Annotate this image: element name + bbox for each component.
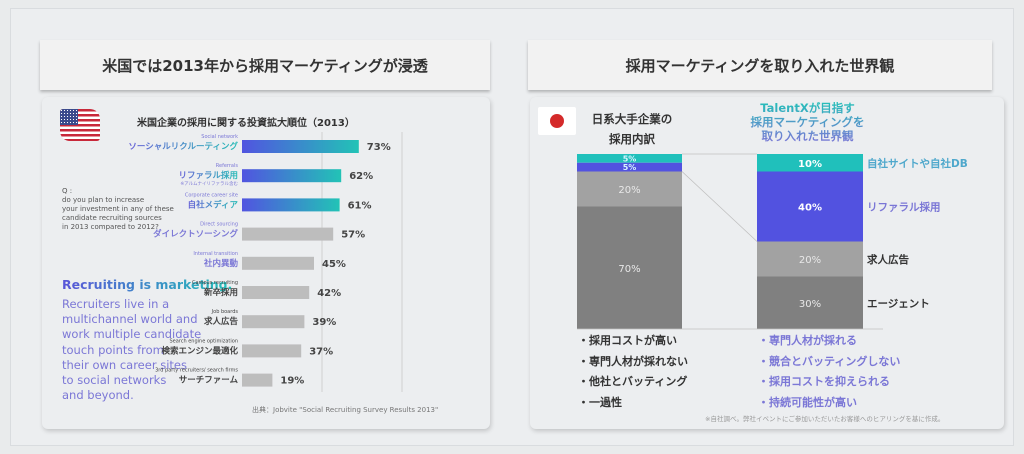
category-en-label: Social network [201, 134, 238, 140]
stack-segment-1-3 [757, 276, 863, 329]
category-en-label: Search engine optimization [169, 338, 238, 344]
bar-6 [242, 315, 305, 329]
category-jp-label: ソーシャルリクルーティング [128, 141, 238, 152]
right-header-title: 採用マーケティングを取り入れた世界観 [625, 56, 895, 75]
us-flag-icon [60, 109, 100, 141]
category-en-label: Campus recruiting [192, 280, 238, 286]
segment-value-label: 5% [623, 163, 637, 172]
category-jp-label: 求人広告 [204, 316, 239, 327]
connector-bottom [681, 171, 758, 242]
category-sub-label: ※アルムナイリファラル含む [180, 180, 238, 187]
chart-source: 出典：Jobvite "Social Recruiting Survey Res… [252, 406, 439, 414]
bar-value-label: 45% [322, 259, 346, 270]
stack-segment-1-0 [757, 154, 863, 172]
category-jp-label: 社内異動 [203, 258, 239, 269]
category-jp-label: ダイレクトソーシング [153, 229, 238, 240]
category-jp-label: リファラル採用 [178, 170, 238, 181]
right-card: 日系大手企業の 採用内訳 TalentXが目指す 採用マーケティングを 取り入れ… [530, 97, 1004, 429]
category-en-label: Job boards [211, 309, 239, 315]
bar-value-label: 37% [309, 346, 333, 357]
category-jp-label: 新卒採用 [204, 287, 238, 298]
talentx-title: TalentXが目指す 採用マーケティングを 取り入れた世界観 [740, 101, 875, 143]
bar-8 [242, 373, 273, 387]
segment-value-label: 5% [623, 154, 637, 163]
category-en-label: Corporate career site [185, 192, 238, 198]
bar-value-label: 73% [367, 142, 391, 153]
bar-2 [242, 198, 340, 212]
list-item: ・一過性 [578, 395, 622, 409]
right-header: 採用マーケティングを取り入れた世界観 [528, 40, 992, 90]
recruiting-headline: Recruiting is marketing. [62, 277, 233, 292]
category-en-label: Referrals [216, 163, 239, 169]
left-header-title: 米国では2013年から採用マーケティングが浸透 [102, 56, 428, 75]
stack-segment-1-2 [757, 241, 863, 277]
footnote: ※自社調べ。弊社イベントにご参加いただいたお客様へのヒアリングを基に作成。 [705, 415, 945, 423]
bar-4 [242, 256, 314, 270]
bar-value-label: 62% [349, 171, 373, 182]
segment-value-label: 30% [799, 299, 821, 310]
left-header: 米国では2013年から採用マーケティングが浸透 [40, 40, 490, 90]
jp-breakdown-title: 日系大手企業の 採用内訳 [591, 112, 673, 146]
category-jp-label: サーチファーム [179, 376, 239, 386]
bar-value-label: 57% [341, 230, 365, 241]
stack-segment-0-0 [577, 154, 682, 163]
list-item: ・競合とバッティングしない [758, 354, 901, 368]
bar-chart-title: 米国企業の採用に関する投資拡大順位（2013） [137, 118, 355, 129]
bar-0 [242, 140, 359, 153]
segment-value-label: 10% [798, 159, 822, 170]
category-en-label: Internal transition [193, 251, 238, 257]
segment-value-label: 20% [799, 255, 821, 266]
list-item: ・採用コストを抑えられる [758, 375, 890, 388]
list-item: ・専門人材が採れない [578, 354, 688, 368]
bar-value-label: 61% [348, 200, 372, 211]
category-en-label: Direct sourcing [200, 222, 238, 228]
recruit-breakdown-chart: 5%5% 20% 70% 10% 40% 20% 30% 自社サイトや自社DB リファラル採用求… [577, 153, 968, 330]
survey-question: Q : do you plan to increase your investm… [62, 187, 174, 231]
bar-7 [242, 344, 302, 358]
left-card: 米国企業の採用に関する投資拡大順位（2013） Q : do you plan … [42, 97, 490, 429]
series-label: 自社サイトや自社DB [867, 157, 968, 170]
series-label: リファラル採用 [867, 201, 941, 214]
category-jp-label: 検索エンジン最適化 [161, 345, 238, 356]
list-item: ・採用コストが高い [578, 334, 677, 347]
segment-value-label: 40% [798, 203, 822, 214]
segment-value-label: 70% [618, 264, 640, 275]
category-en-label: 3rd party recruiters/ search firms [155, 368, 238, 374]
series-label: 求人広告 [867, 253, 909, 266]
bar-5 [242, 286, 310, 299]
list-item: ・専門人材が採れる [758, 334, 857, 347]
category-jp-label: 自社メディア [188, 199, 239, 210]
stack-segment-0-1 [577, 162, 682, 172]
stack-segment-0-2 [577, 171, 682, 207]
benefits-list: ・専門人材が採れる ・競合とバッティングしない ・採用コストを抑えられる ・持続… [758, 331, 900, 413]
series-label: エージェント [867, 298, 930, 310]
bar-3 [242, 227, 334, 241]
list-item: ・持続可能性が高い [758, 395, 857, 409]
recruiting-body: Recruiters live in a multichannel world … [62, 297, 202, 403]
bar-value-label: 42% [317, 288, 341, 299]
bar-1 [242, 169, 342, 183]
stack-segment-1-1 [757, 171, 863, 242]
list-item: ・他社とバッティング [578, 375, 688, 388]
jp-flag-icon [538, 107, 576, 135]
bar-value-label: 39% [312, 317, 336, 328]
segment-value-label: 20% [618, 185, 640, 196]
stack-segment-0-3 [577, 206, 682, 329]
bar-value-label: 19% [280, 376, 304, 387]
current-issues-list: ・採用コストが高い ・専門人材が採れない ・他社とバッティング ・一過性 [578, 331, 688, 413]
